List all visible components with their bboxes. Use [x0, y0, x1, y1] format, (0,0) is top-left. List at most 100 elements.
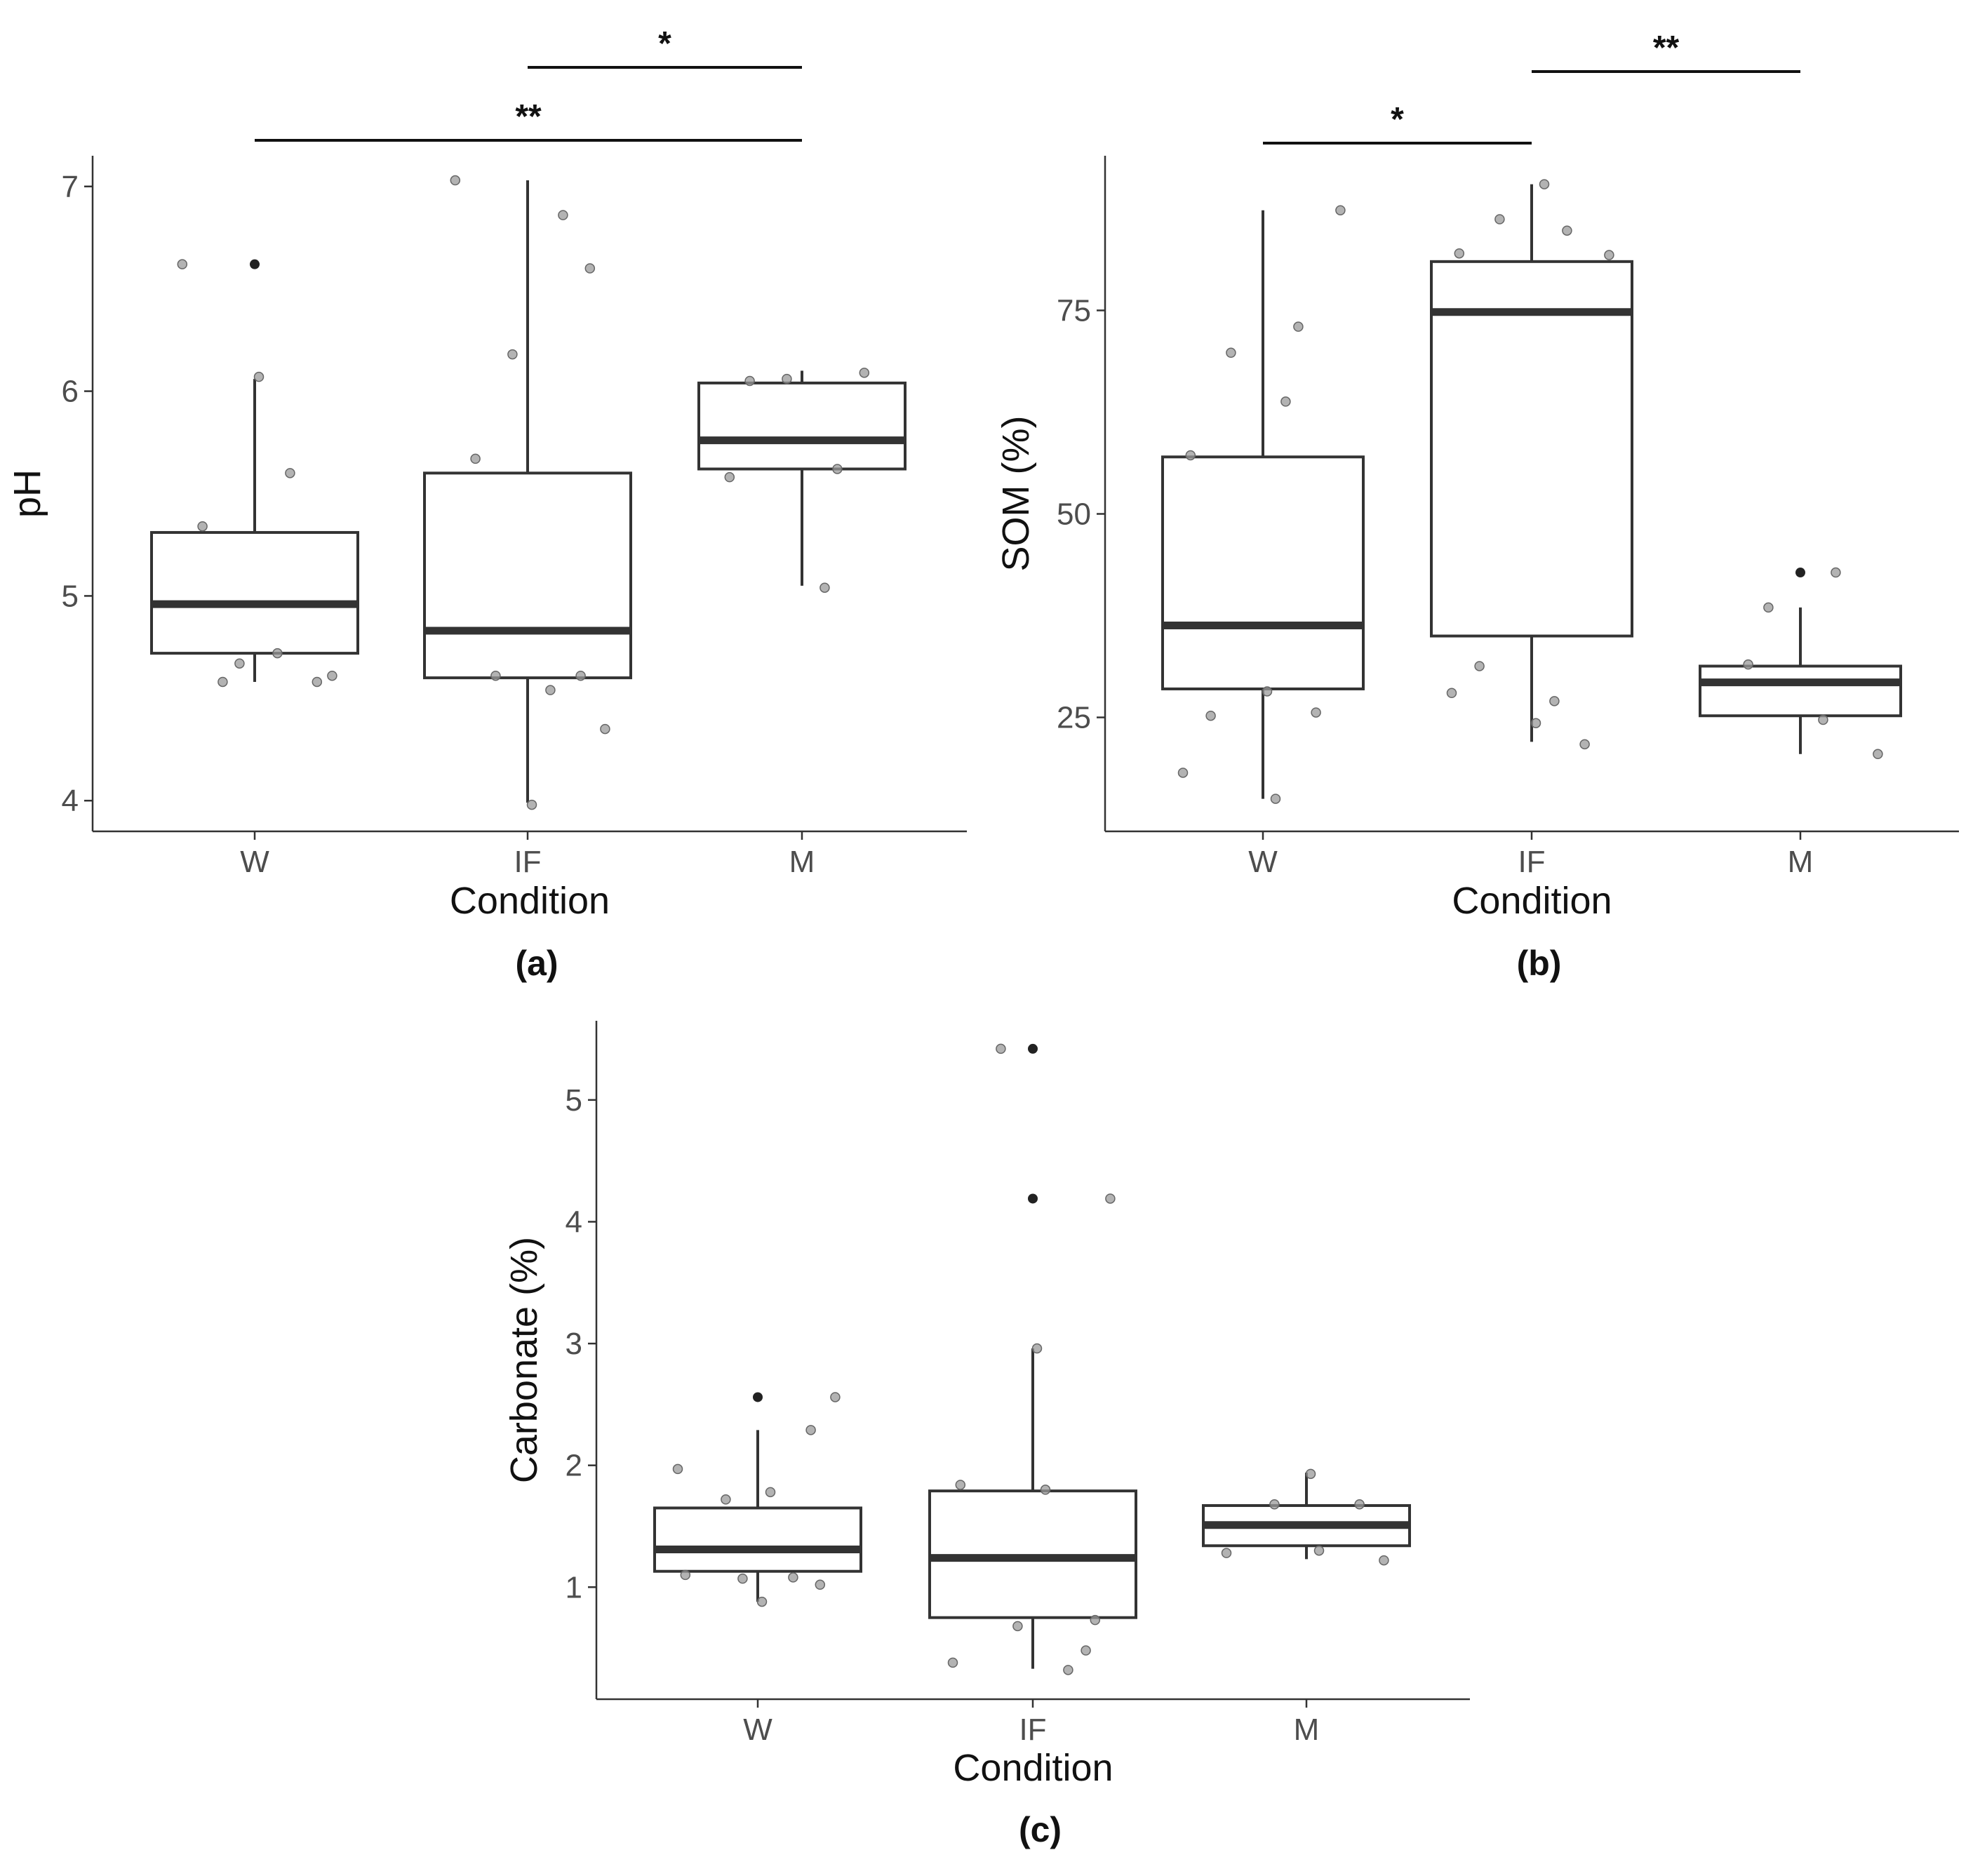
- data-point: [1743, 659, 1753, 670]
- data-point: [672, 1463, 683, 1475]
- data-point: [1280, 396, 1291, 407]
- box-M: [1202, 1473, 1411, 1560]
- data-point: [830, 1392, 841, 1402]
- y-axis-title: SOM (%): [995, 416, 1037, 572]
- data-point: [1313, 1545, 1325, 1556]
- data-point: [1530, 718, 1541, 728]
- data-point: [1604, 250, 1614, 260]
- data-point: [584, 263, 596, 274]
- box-iqr: [1699, 664, 1902, 718]
- data-point: [507, 349, 518, 360]
- data-point: [955, 1480, 966, 1490]
- y-tick-label: 6: [62, 375, 79, 409]
- significance-label: **: [515, 98, 542, 135]
- box-iqr: [423, 471, 632, 680]
- data-point: [788, 1572, 798, 1583]
- outlier-point: [250, 259, 260, 269]
- x-axis-title: Condition: [1452, 880, 1612, 922]
- data-point: [1262, 686, 1273, 697]
- data-point: [1081, 1645, 1091, 1656]
- box-M: [1699, 568, 1902, 754]
- data-point: [234, 658, 245, 669]
- data-point: [996, 1043, 1006, 1054]
- data-point: [744, 375, 755, 387]
- box-iqr: [1161, 455, 1365, 690]
- data-point: [450, 175, 461, 186]
- data-point: [1335, 205, 1346, 215]
- data-point: [1226, 347, 1236, 359]
- box-W: [150, 259, 359, 682]
- data-point: [1063, 1665, 1073, 1675]
- data-point: [1012, 1621, 1023, 1632]
- data-point: [1549, 696, 1560, 706]
- y-tick-label: 50: [1057, 497, 1091, 532]
- data-point: [815, 1579, 826, 1590]
- y-tick-label: 1: [566, 1570, 582, 1604]
- y-tick-label: 5: [62, 579, 79, 613]
- box-iqr: [653, 1506, 862, 1573]
- y-tick-label: 4: [566, 1205, 582, 1239]
- data-point: [1354, 1499, 1365, 1510]
- data-point: [832, 464, 843, 474]
- panel-c: 1 2 3 4 5 W IF M Condition Carbonate (%) (c): [503, 1021, 1470, 1849]
- data-point: [545, 685, 556, 695]
- x-tick-label: W: [743, 1713, 772, 1747]
- panel-label: (a): [515, 944, 558, 983]
- outlier-point: [1028, 1193, 1038, 1204]
- data-point: [756, 1596, 768, 1607]
- y-tick-label: 2: [566, 1449, 582, 1483]
- box-iqr: [1430, 260, 1633, 638]
- box-W: [653, 1392, 862, 1602]
- x-tick-label: IF: [514, 845, 541, 879]
- data-point: [177, 259, 188, 269]
- data-point: [526, 799, 537, 810]
- data-point: [1831, 567, 1841, 578]
- data-point: [1474, 661, 1485, 671]
- data-point: [805, 1425, 816, 1435]
- data-point: [737, 1573, 748, 1584]
- data-point: [558, 210, 568, 220]
- data-point: [820, 582, 830, 593]
- significance-label: **: [1653, 29, 1680, 67]
- y-tick-label: 7: [62, 170, 79, 204]
- significance-label: *: [1391, 101, 1404, 138]
- data-point: [1311, 707, 1321, 718]
- data-point: [253, 371, 265, 382]
- data-point: [765, 1487, 776, 1498]
- data-point: [470, 453, 481, 464]
- box-W: [1161, 210, 1365, 799]
- x-tick-label: M: [789, 845, 815, 879]
- data-point: [600, 723, 610, 735]
- y-tick-label: 75: [1057, 293, 1091, 328]
- data-point: [1379, 1555, 1389, 1566]
- data-point: [1177, 768, 1189, 778]
- data-point: [724, 471, 735, 483]
- data-point: [721, 1494, 731, 1505]
- outlier-point: [1795, 568, 1805, 578]
- data-point: [1446, 688, 1457, 699]
- data-point: [218, 676, 228, 688]
- data-point: [327, 670, 337, 681]
- data-point: [575, 670, 586, 681]
- x-tick-label: W: [240, 845, 269, 879]
- outlier-point: [753, 1392, 763, 1402]
- data-point: [1090, 1614, 1101, 1626]
- significance-label: *: [658, 25, 671, 62]
- data-point: [1293, 321, 1304, 332]
- data-point: [1040, 1485, 1051, 1495]
- data-point: [285, 468, 295, 478]
- data-point: [1818, 714, 1828, 725]
- data-point: [680, 1569, 691, 1581]
- box-iqr: [697, 381, 907, 471]
- data-point: [947, 1657, 958, 1668]
- x-axis-title: Condition: [953, 1747, 1113, 1789]
- box-IF: [928, 1043, 1137, 1669]
- data-point: [1269, 1499, 1280, 1510]
- x-tick-label: IF: [1518, 845, 1545, 879]
- data-point: [1105, 1193, 1116, 1204]
- data-point: [272, 648, 283, 659]
- data-point: [1031, 1343, 1043, 1354]
- box-IF: [423, 180, 632, 803]
